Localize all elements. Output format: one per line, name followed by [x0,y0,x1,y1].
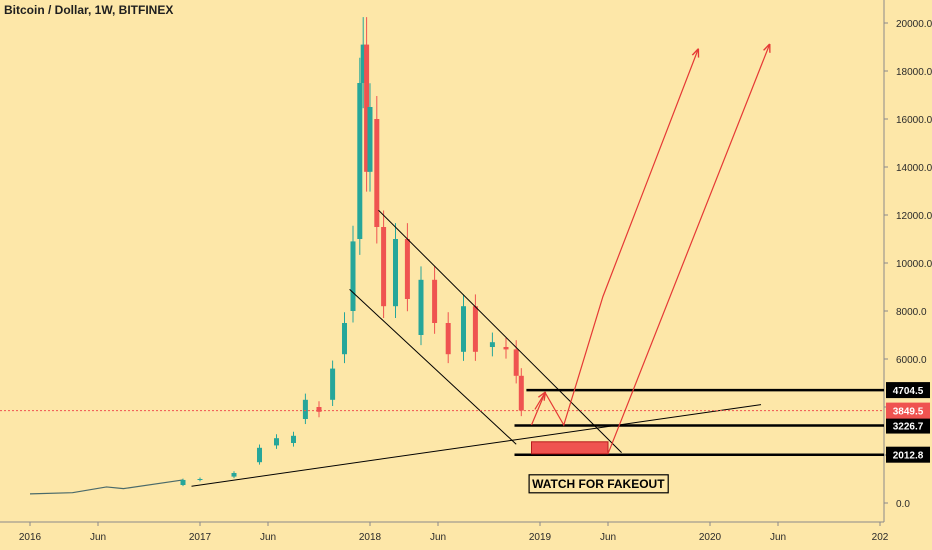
channel-upper-line [378,209,622,453]
annotation-box [528,474,669,494]
candle [180,479,186,485]
candle [257,447,262,463]
x-tick-label: 2019 [529,532,552,543]
fakeout-zone [531,441,609,455]
rising-trendline [191,404,762,487]
y-tick-label: 0.0 [896,499,910,510]
candle [503,347,509,350]
candle [302,399,308,419]
y-tick-label: 18000.0 [896,67,932,78]
projection-arrow [607,45,770,455]
projection-arrow [530,49,699,427]
early-price-line [29,479,184,495]
x-tick-label: 2020 [699,532,722,543]
x-tick-label: 2018 [359,532,382,543]
y-tick-label: 8000.0 [896,307,927,318]
candle [393,239,398,307]
x-tick-label: 202 [872,532,889,543]
candle [342,323,347,355]
candle [364,44,370,172]
projection-arrow-tip [534,393,545,410]
channel-lower-line [349,289,517,445]
candle [445,323,451,355]
level-price-label-bg [886,382,930,399]
x-tick-label: 2016 [19,532,42,543]
level-price-label-bg [886,446,930,463]
x-tick-label: Jun [770,532,786,543]
current-price-label-bg [886,402,930,419]
candle [330,368,336,400]
chart-title: Bitcoin / Dollar, 1W, BITFINEX [4,3,174,17]
candle [404,239,410,299]
candle [418,279,424,335]
candle [316,407,322,412]
x-tick-label: Jun [260,532,276,543]
candle [350,241,356,311]
candle [472,306,478,352]
candle [374,119,380,227]
level-price-label-bg [886,417,930,434]
current-price-label: 3849.5 [893,407,924,418]
y-tick-label: 20000.0 [896,19,932,30]
x-tick-label: Jun [600,532,616,543]
y-tick-label: 16000.0 [896,115,932,126]
level-price-label: 4704.5 [893,386,924,397]
candle [432,279,438,323]
level-price-label: 2012.8 [893,451,924,462]
y-tick-label: 14000.0 [896,163,932,174]
annotation-label: WATCH FOR FAKEOUT [532,477,665,491]
x-tick-label: 2017 [189,532,212,543]
candle [357,83,363,239]
y-tick-label: 12000.0 [896,211,932,222]
candle [518,375,524,411]
candle [274,438,279,446]
candle [197,479,203,480]
candle [367,107,373,172]
x-tick-label: Jun [430,532,446,543]
candle [513,349,519,376]
candle [291,435,296,443]
y-tick-label: 6000.0 [896,355,927,366]
candle [231,473,237,477]
candle [381,227,387,307]
candle [461,306,466,352]
candle [489,342,495,347]
candle [360,44,366,83]
y-tick-label: 10000.0 [896,259,932,270]
x-tick-label: Jun [90,532,106,543]
level-price-label: 3226.7 [893,422,924,433]
